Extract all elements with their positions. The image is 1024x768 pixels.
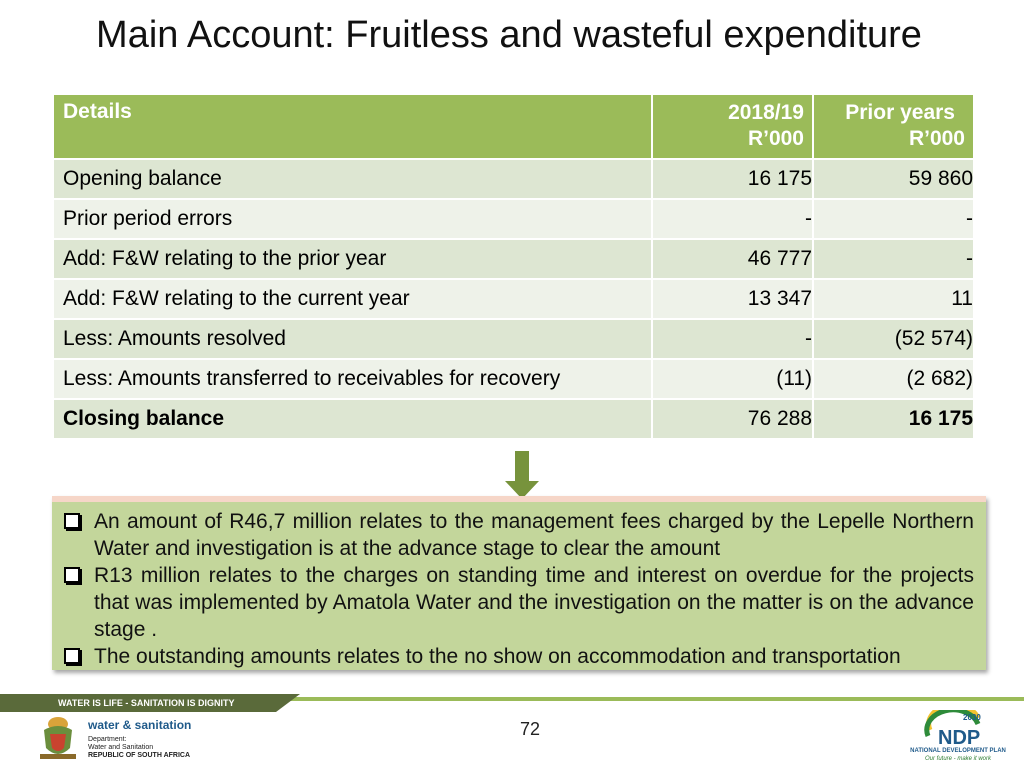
header-prior-years-label: Prior years [845, 101, 955, 124]
table-header-row: Details 2018/19 R’000 Prior years R’000 [52, 93, 975, 160]
dept-line: Department: [88, 736, 127, 743]
list-item: An amount of R46,7 million relates to th… [62, 508, 974, 562]
row-label: Less: Amounts transferred to receivables… [52, 358, 653, 400]
row-label: Add: F&W relating to the prior year [52, 238, 653, 280]
dept-line: REPUBLIC OF SOUTH AFRICA [88, 752, 191, 759]
header-2018-19-year: 2018/19 [728, 101, 804, 124]
checkbox-bullet-icon [64, 567, 80, 583]
header-prior-years-unit: R’000 [908, 127, 965, 150]
header-prior-years: Prior years R’000 [812, 93, 975, 160]
row-value-2018-19: 46 777 [651, 238, 814, 280]
header-2018-19: 2018/19 R’000 [651, 93, 814, 160]
ndp-tagline: Our future - make it work [924, 756, 992, 762]
row-label-closing: Closing balance [52, 398, 653, 440]
row-value-prior-years: 16 175 [812, 398, 975, 440]
row-value-2018-19: - [651, 318, 814, 360]
row-value-2018-19: 76 288 [651, 398, 814, 440]
dept-line: Water and Sanitation [88, 744, 154, 751]
table-row-total: Closing balance 76 288 16 175 [52, 398, 975, 440]
row-value-prior-years: (2 682) [812, 358, 975, 400]
expenditure-table: Details 2018/19 R’000 Prior years R’000 … [52, 93, 975, 440]
row-value-2018-19: 16 175 [651, 158, 814, 200]
note-text: R13 million relates to the charges on st… [94, 564, 974, 641]
footer-divider [270, 697, 1024, 701]
row-value-2018-19: (11) [651, 358, 814, 400]
row-label: Add: F&W relating to the current year [52, 278, 653, 320]
dept-details: Department: Water and Sanitation REPUBLI… [88, 736, 190, 760]
row-value-prior-years: (52 574) [812, 318, 975, 360]
table-row: Less: Amounts transferred to receivables… [52, 358, 975, 400]
notes-box: An amount of R46,7 million relates to th… [52, 496, 986, 670]
note-text: An amount of R46,7 million relates to th… [94, 510, 974, 560]
dept-name: water & sanitation [88, 718, 192, 732]
row-value-2018-19: 13 347 [651, 278, 814, 320]
notes-list: An amount of R46,7 million relates to th… [52, 502, 986, 670]
page-number: 72 [520, 719, 541, 739]
row-label: Opening balance [52, 158, 653, 200]
header-2018-19-unit: R’000 [747, 127, 804, 150]
table-row: Opening balance 16 175 59 860 [52, 158, 975, 200]
footer-banner: WATER IS LIFE - SANITATION IS DIGNITY [0, 694, 1024, 712]
row-label: Less: Amounts resolved [52, 318, 653, 360]
row-value-prior-years: 59 860 [812, 158, 975, 200]
list-item: The outstanding amounts relates to the n… [62, 643, 974, 670]
ndp-logo-icon: 2030 NDP [924, 702, 981, 749]
table-row: Prior period errors - - [52, 198, 975, 240]
row-value-prior-years: 11 [812, 278, 975, 320]
ndp-mark: NDP [938, 727, 980, 748]
coat-of-arms-icon [40, 717, 76, 759]
checkbox-bullet-icon [64, 513, 80, 529]
checkbox-bullet-icon [64, 648, 80, 664]
note-text: The outstanding amounts relates to the n… [94, 645, 901, 668]
ndp-logo: 2030 NDP NATIONAL DEVELOPMENT PLAN Our f… [908, 702, 1008, 766]
footer-slogan: WATER IS LIFE - SANITATION IS DIGNITY [0, 694, 300, 712]
table-row: Less: Amounts resolved - (52 574) [52, 318, 975, 360]
table-row: Add: F&W relating to the prior year 46 7… [52, 238, 975, 280]
ndp-name: NATIONAL DEVELOPMENT PLAN [910, 748, 1006, 754]
table-row: Add: F&W relating to the current year 13… [52, 278, 975, 320]
slide-title: Main Account: Fruitless and wasteful exp… [96, 14, 922, 56]
row-value-prior-years: - [812, 238, 975, 280]
ndp-year: 2030 [963, 713, 981, 722]
row-value-2018-19: - [651, 198, 814, 240]
row-label: Prior period errors [52, 198, 653, 240]
header-details: Details [52, 93, 653, 160]
row-value-prior-years: - [812, 198, 975, 240]
list-item: R13 million relates to the charges on st… [62, 562, 974, 643]
department-logo: water & sanitation Department: Water and… [36, 714, 191, 767]
down-arrow-icon [505, 451, 539, 499]
